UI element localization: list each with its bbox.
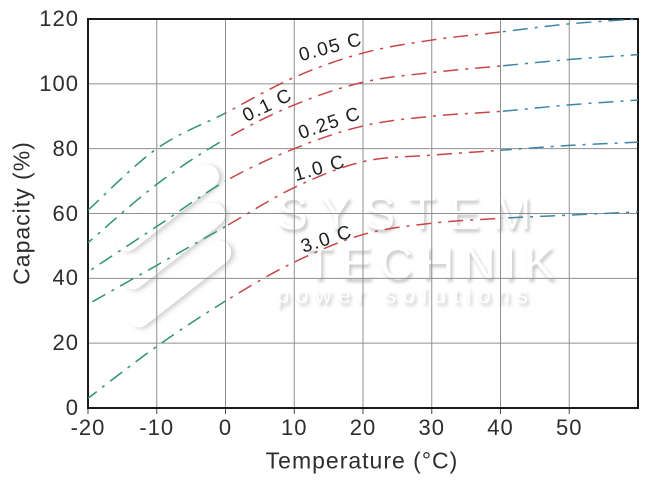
x-tick-label: 0 bbox=[218, 415, 233, 440]
x-axis-title: Temperature (°C) bbox=[265, 447, 459, 474]
y-tick-label: 0 bbox=[65, 395, 79, 420]
series-path bbox=[87, 300, 226, 399]
series-path bbox=[500, 99, 639, 113]
x-tick-label: 10 bbox=[281, 415, 308, 440]
series-30C bbox=[87, 211, 639, 399]
y-tick-label: 60 bbox=[52, 200, 79, 226]
series-path bbox=[500, 211, 639, 220]
series-025C bbox=[87, 99, 639, 273]
series-005C bbox=[87, 18, 639, 211]
plot-frame bbox=[87, 18, 639, 409]
gridlines bbox=[88, 19, 638, 408]
x-tick-label: 20 bbox=[349, 415, 377, 440]
series-path bbox=[500, 18, 639, 33]
y-tick-label: 80 bbox=[52, 135, 79, 161]
y-tick-label: 20 bbox=[52, 330, 79, 356]
series-path bbox=[87, 225, 226, 305]
series-01C bbox=[87, 53, 639, 244]
y-tick-label: 40 bbox=[52, 265, 79, 291]
series-path bbox=[225, 30, 503, 114]
x-tick-label: 30 bbox=[418, 415, 445, 440]
series-path bbox=[225, 65, 503, 140]
x-tick-label: -10 bbox=[139, 415, 175, 440]
x-tick-label: 40 bbox=[487, 415, 514, 440]
series-path bbox=[87, 112, 226, 211]
y-tick-label: 100 bbox=[39, 70, 79, 96]
series-path bbox=[500, 53, 639, 67]
x-tick-label: 50 bbox=[556, 415, 583, 440]
y-tick-label: 120 bbox=[39, 6, 79, 31]
series-10C bbox=[87, 141, 639, 305]
series-path bbox=[225, 217, 503, 302]
x-tick-label: -20 bbox=[70, 415, 106, 440]
